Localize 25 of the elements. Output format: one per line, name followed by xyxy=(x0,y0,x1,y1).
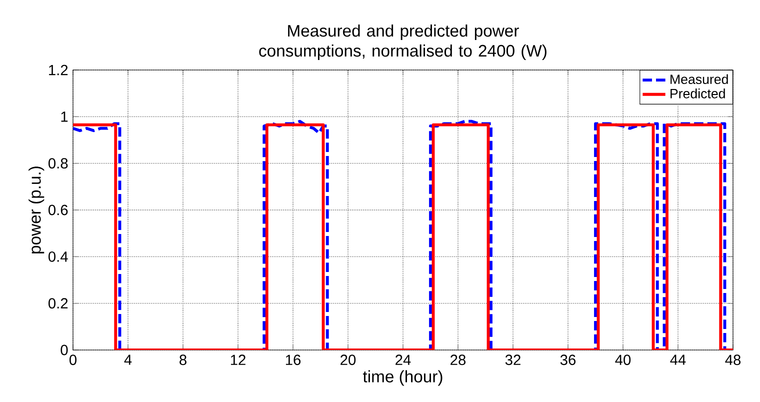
y-tick-label: 0 xyxy=(60,344,68,356)
x-tick-label: 48 xyxy=(725,354,741,366)
y-tick-label: 0.6 xyxy=(48,204,68,216)
x-tick-label: 28 xyxy=(450,354,466,366)
x-tick-label: 8 xyxy=(180,354,186,366)
y-axis-title: power (p.u.) xyxy=(28,166,44,254)
x-tick-label: 24 xyxy=(396,354,411,365)
x-tick-label: 44 xyxy=(670,354,686,365)
x-tick-label: 12 xyxy=(230,354,246,365)
y-tick-label: 0.8 xyxy=(48,158,68,169)
x-tick-label: 40 xyxy=(615,354,631,366)
y-tick-label: 0.2 xyxy=(48,298,68,309)
legend-label: Predicted xyxy=(670,88,725,98)
x-tick-label: 36 xyxy=(560,354,576,366)
x-tick-label: 4 xyxy=(124,354,132,365)
y-tick-label: 1.2 xyxy=(49,64,68,76)
x-tick-label: 32 xyxy=(505,354,520,366)
x-tick-label: 20 xyxy=(340,354,356,366)
x-tick-label: 0 xyxy=(70,354,77,366)
y-tick-label: 1 xyxy=(61,112,68,122)
y-tick-label: 0.4 xyxy=(48,251,68,262)
x-tick-label: 16 xyxy=(286,354,301,366)
x-axis-title: time (hour) xyxy=(362,370,442,386)
chart-title: Measured and predicted power consumptions, normalised to 2400 (W) xyxy=(259,24,546,60)
legend-label: Measured xyxy=(670,74,728,84)
